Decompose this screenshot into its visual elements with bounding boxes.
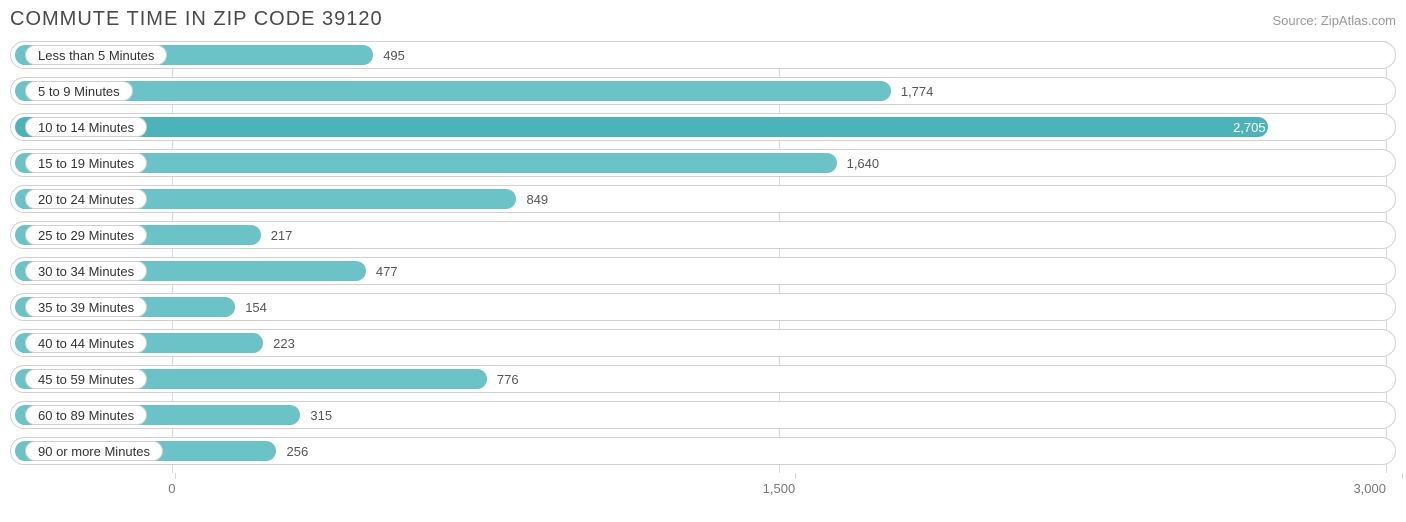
chart-category-label: 25 to 29 Minutes [25,225,147,245]
chart-category-label: 30 to 34 Minutes [25,261,147,281]
chart-row: 5 to 9 Minutes 1,774 [10,77,1396,105]
chart-category-label: 45 to 59 Minutes [25,369,147,389]
chart-row: 10 to 14 Minutes 2,705 [10,113,1396,141]
chart-x-tick-label: 1,500 [763,481,796,496]
chart-x-tick-label: 3,000 [1353,481,1386,496]
chart-row: 90 or more Minutes 256 [10,437,1396,465]
chart-x-tick-label: 0 [168,481,175,496]
chart-source: Source: ZipAtlas.com [1272,13,1396,28]
chart-value-label: 2,705 [1233,114,1266,140]
chart-x-axis: 0 1,500 3,000 [10,473,1396,501]
chart-category-label: 10 to 14 Minutes [25,117,147,137]
chart-value-label: 217 [271,222,293,248]
chart-x-tick: 3,000 [1386,473,1406,496]
chart-row: 20 to 24 Minutes 849 [10,185,1396,213]
chart-row: Less than 5 Minutes 495 [10,41,1396,69]
chart-container: COMMUTE TIME IN ZIP CODE 39120 Source: Z… [0,0,1406,511]
chart-category-label: 90 or more Minutes [25,441,163,461]
chart-row: 35 to 39 Minutes 154 [10,293,1396,321]
chart-category-label: 60 to 89 Minutes [25,405,147,425]
chart-value-label: 1,774 [901,78,934,104]
chart-row: 60 to 89 Minutes 315 [10,401,1396,429]
chart-value-label: 256 [286,438,308,464]
chart-row: 40 to 44 Minutes 223 [10,329,1396,357]
chart-category-label: 35 to 39 Minutes [25,297,147,317]
chart-category-label: 20 to 24 Minutes [25,189,147,209]
chart-x-tick-mark [175,473,176,479]
chart-header: COMMUTE TIME IN ZIP CODE 39120 Source: Z… [10,8,1396,31]
chart-bar [15,117,1268,137]
chart-row: 45 to 59 Minutes 776 [10,365,1396,393]
chart-value-label: 776 [497,366,519,392]
chart-category-label: 5 to 9 Minutes [25,81,133,101]
chart-value-label: 477 [376,258,398,284]
chart-category-label: Less than 5 Minutes [25,45,167,65]
chart-x-tick: 0 [172,473,179,496]
chart-category-label: 40 to 44 Minutes [25,333,147,353]
chart-x-tick-mark [795,473,796,479]
chart-row: 30 to 34 Minutes 477 [10,257,1396,285]
chart-value-label: 849 [526,186,548,212]
chart-bar [15,81,891,101]
chart-plot-area: Less than 5 Minutes 495 5 to 9 Minutes 1,77… [10,41,1396,501]
chart-value-label: 154 [245,294,267,320]
chart-x-tick: 1,500 [779,473,812,496]
chart-title: COMMUTE TIME IN ZIP CODE 39120 [10,8,383,31]
chart-row: 15 to 19 Minutes 1,640 [10,149,1396,177]
chart-bars: Less than 5 Minutes 495 5 to 9 Minutes 1,77… [10,41,1396,465]
chart-value-label: 495 [383,42,405,68]
chart-value-label: 223 [273,330,295,356]
chart-value-label: 1,640 [847,150,880,176]
chart-row: 25 to 29 Minutes 217 [10,221,1396,249]
chart-category-label: 15 to 19 Minutes [25,153,147,173]
chart-value-label: 315 [310,402,332,428]
chart-x-tick-mark [1402,473,1403,479]
